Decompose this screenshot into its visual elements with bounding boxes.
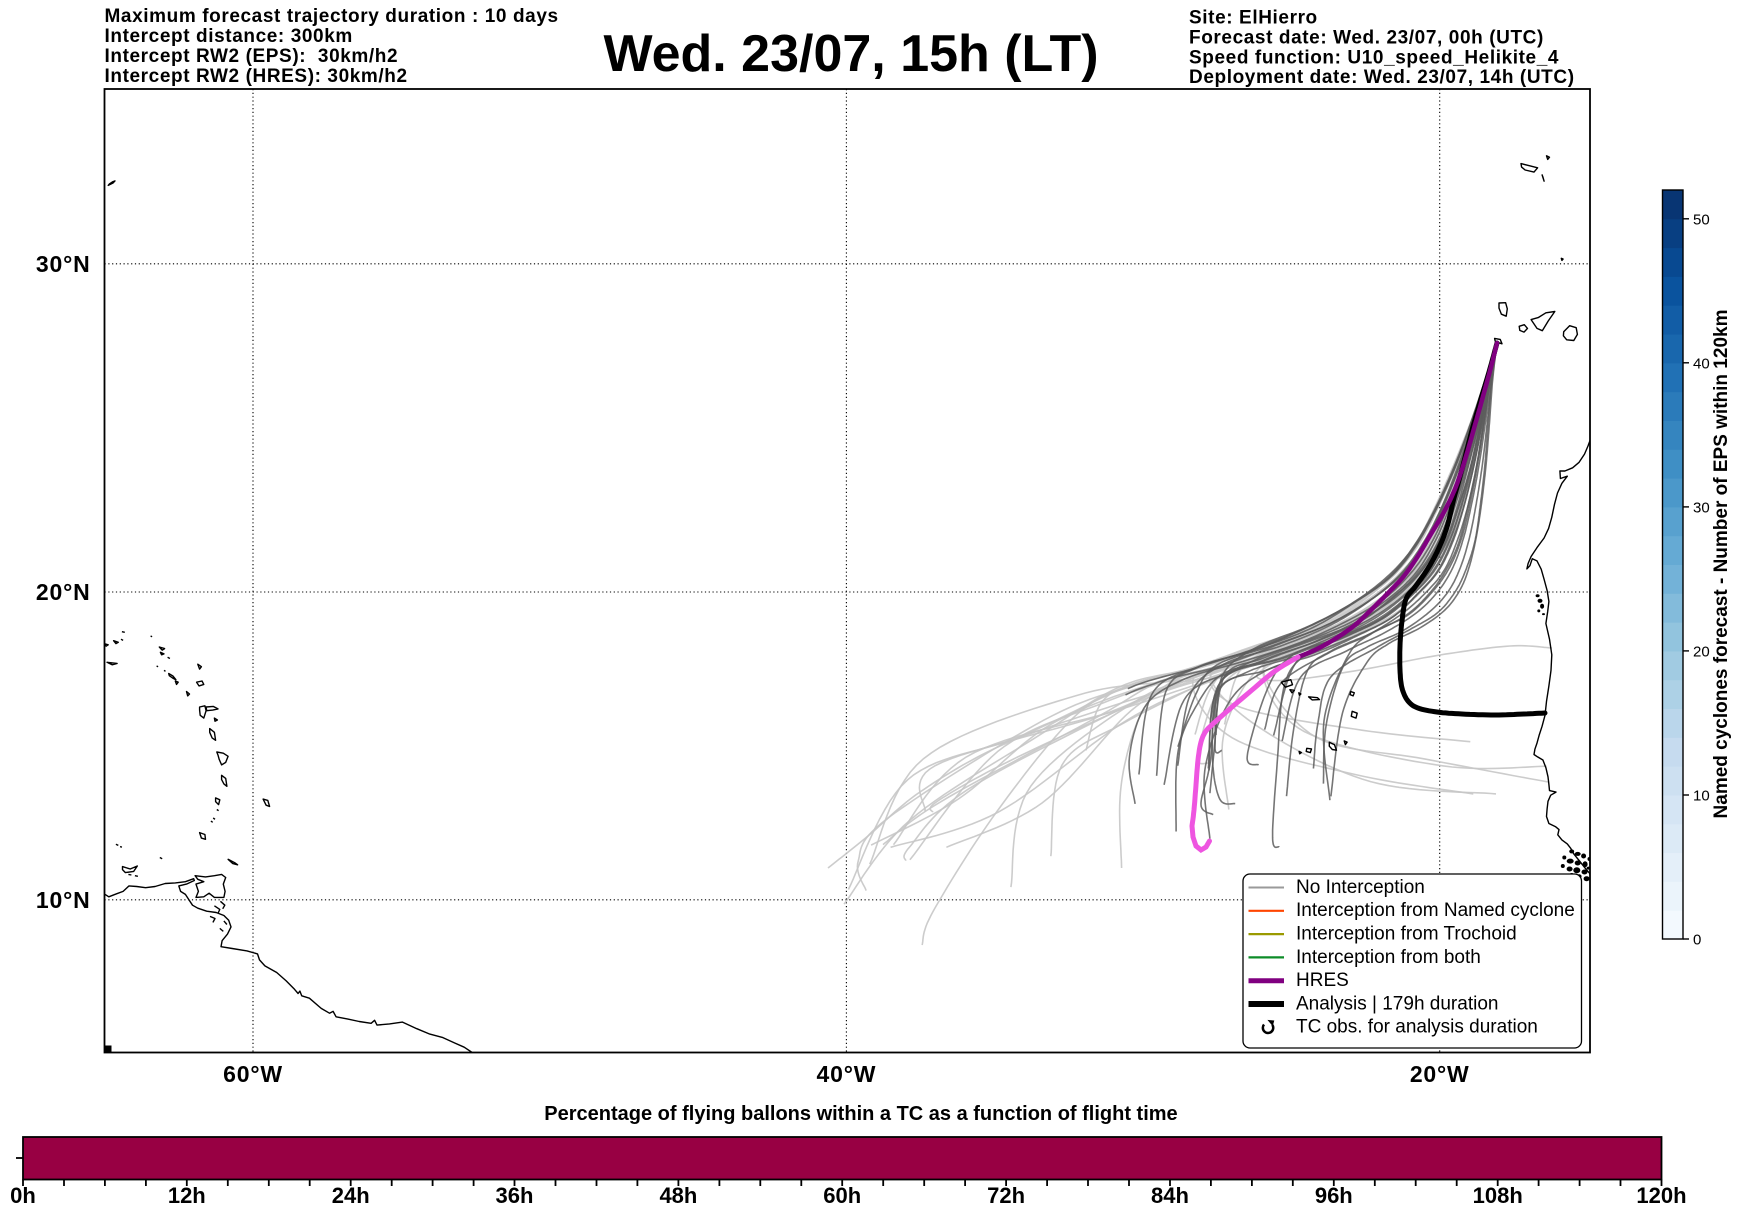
svg-text:Deployment date: Wed. 23/07, 1: Deployment date: Wed. 23/07, 14h (UTC) [1189, 67, 1575, 88]
svg-text:40: 40 [1693, 355, 1710, 372]
svg-text:20: 20 [1693, 643, 1710, 660]
svg-text:60°W: 60°W [223, 1061, 283, 1087]
svg-text:Interception from Trochoid: Interception from Trochoid [1296, 924, 1517, 945]
svg-text:Intercept distance: 300km: Intercept distance: 300km [105, 26, 353, 47]
svg-text:HRES: HRES [1296, 970, 1349, 991]
svg-text:Intercept RW2 (HRES): 30km/h2: Intercept RW2 (HRES): 30km/h2 [105, 66, 408, 87]
svg-text:24h: 24h [332, 1183, 370, 1208]
svg-text:Speed function: U10_speed_Heli: Speed function: U10_speed_Helikite_4 [1189, 47, 1559, 68]
svg-text:Site: ElHierro: Site: ElHierro [1189, 8, 1318, 29]
svg-text:30°N: 30°N [36, 251, 91, 277]
svg-text:120h: 120h [1636, 1183, 1686, 1208]
svg-text:60h: 60h [823, 1183, 861, 1208]
svg-text:0: 0 [1693, 932, 1701, 949]
svg-text:0h: 0h [10, 1183, 36, 1208]
svg-text:96h: 96h [1315, 1183, 1353, 1208]
svg-text:Percentage of flying ballons w: Percentage of flying ballons within a TC… [544, 1103, 1177, 1125]
svg-text:Wed. 23/07, 15h (LT): Wed. 23/07, 15h (LT) [603, 25, 1098, 83]
svg-text:36h: 36h [496, 1183, 534, 1208]
svg-text:Intercept RW2 (EPS): 30km/h2: Intercept RW2 (EPS): 30km/h2 [105, 46, 399, 67]
svg-text:30: 30 [1693, 499, 1710, 516]
svg-text:10°N: 10°N [36, 887, 91, 913]
svg-text:84h: 84h [1151, 1183, 1189, 1208]
svg-text:50: 50 [1693, 211, 1710, 228]
svg-text:40°W: 40°W [817, 1061, 877, 1087]
svg-text:72h: 72h [987, 1183, 1025, 1208]
svg-text:Analysis | 179h duration: Analysis | 179h duration [1296, 993, 1498, 1014]
svg-text:Forecast date: Wed. 23/07, 00h: Forecast date: Wed. 23/07, 00h (UTC) [1189, 28, 1544, 49]
svg-text:108h: 108h [1473, 1183, 1523, 1208]
svg-text:No Interception: No Interception [1296, 877, 1425, 898]
svg-text:Named cyclones forecast - Numb: Named cyclones forecast - Number of EPS … [1711, 310, 1732, 819]
svg-text:Interception from Named cyclon: Interception from Named cyclone [1296, 900, 1575, 921]
svg-text:TC obs. for analysis duration: TC obs. for analysis duration [1296, 1017, 1538, 1038]
svg-text:20°W: 20°W [1410, 1061, 1470, 1087]
svg-text:20°N: 20°N [36, 579, 91, 605]
svg-text:Interception from both: Interception from both [1296, 947, 1481, 968]
svg-text:12h: 12h [168, 1183, 206, 1208]
svg-text:10: 10 [1693, 788, 1710, 805]
svg-text:48h: 48h [659, 1183, 697, 1208]
svg-text:Maximum forecast trajectory du: Maximum forecast trajectory duration : 1… [105, 6, 559, 27]
